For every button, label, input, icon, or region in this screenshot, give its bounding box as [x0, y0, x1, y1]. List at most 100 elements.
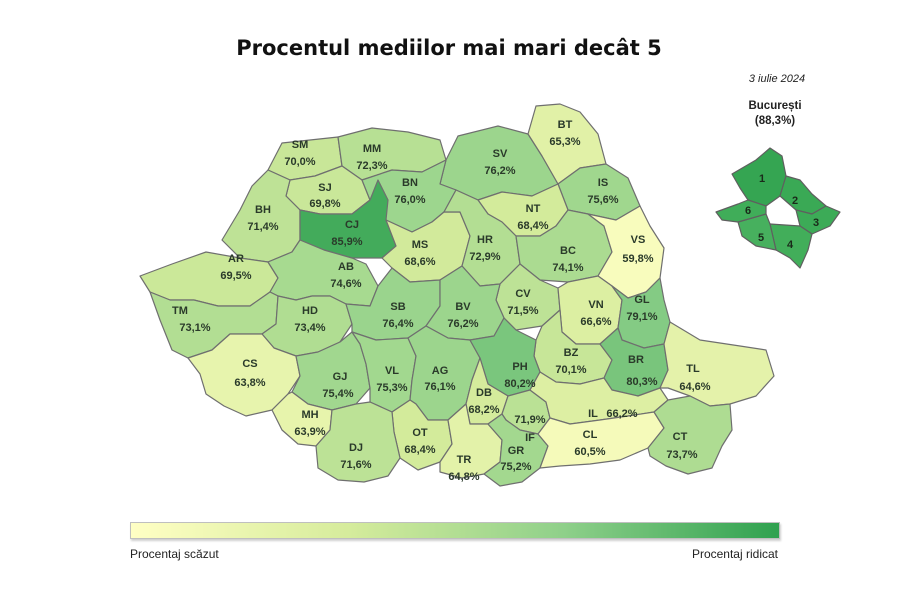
- bucharest-sector-label-4: 4: [787, 239, 794, 251]
- county-value-vs: 59,8%: [622, 253, 653, 265]
- county-value-vl: 75,3%: [376, 382, 407, 394]
- county-code-mm: MM: [363, 143, 381, 155]
- county-value-cs: 63,8%: [234, 377, 265, 389]
- county-code-tl: TL: [686, 363, 700, 375]
- legend-low-label: Procentaj scăzut: [130, 547, 219, 561]
- county-value-db: 68,2%: [468, 404, 499, 416]
- county-code-bn: BN: [402, 177, 418, 189]
- county-value-cl: 60,5%: [574, 446, 605, 458]
- county-code-il: IL: [588, 408, 598, 420]
- county-code-ab: AB: [338, 261, 354, 273]
- county-value-gr: 75,2%: [500, 461, 531, 473]
- bucharest-sector-label-1: 1: [759, 173, 765, 185]
- county-code-is: IS: [598, 177, 608, 189]
- county-code-vl: VL: [385, 365, 399, 377]
- county-value-sv: 76,2%: [484, 165, 515, 177]
- county-cl[interactable]: [537, 411, 665, 469]
- county-value-nt: 68,4%: [517, 220, 548, 232]
- county-code-ms: MS: [412, 239, 429, 251]
- bucharest-sector-6[interactable]: [715, 199, 767, 223]
- county-code-bv: BV: [455, 301, 471, 313]
- county-code-cl: CL: [583, 429, 598, 441]
- county-value-il: 66,2%: [606, 408, 637, 420]
- county-value-br: 80,3%: [626, 376, 657, 388]
- county-value-ar: 69,5%: [220, 270, 251, 282]
- county-value-gl: 79,1%: [626, 311, 657, 323]
- county-code-ot: OT: [412, 427, 428, 439]
- county-value-bz: 70,1%: [555, 364, 586, 376]
- county-value-ot: 68,4%: [404, 444, 435, 456]
- bucharest-sector-label-5: 5: [758, 232, 764, 244]
- county-value-ct: 73,7%: [666, 449, 697, 461]
- county-code-bz: BZ: [564, 347, 579, 359]
- county-code-dj: DJ: [349, 442, 363, 454]
- county-value-sm: 70,0%: [284, 156, 315, 168]
- county-code-gr: GR: [508, 445, 525, 457]
- legend-high-label: Procentaj ridicat: [691, 547, 778, 561]
- county-ct[interactable]: [647, 395, 733, 475]
- county-value-cv: 71,5%: [507, 305, 538, 317]
- county-value-bv: 76,2%: [447, 318, 478, 330]
- county-value-hd: 73,4%: [294, 322, 325, 334]
- county-value-dj: 71,6%: [340, 459, 371, 471]
- county-code-gl: GL: [634, 294, 650, 306]
- county-dj[interactable]: [315, 401, 401, 483]
- county-value-bn: 76,0%: [394, 194, 425, 206]
- map-title: Procentul mediilor mai mari decât 5: [236, 36, 662, 60]
- bucharest-sector-4[interactable]: [769, 223, 813, 269]
- bucharest-name: București: [748, 100, 802, 112]
- county-value-bt: 65,3%: [549, 136, 580, 148]
- county-code-sj: SJ: [318, 182, 331, 194]
- county-value-tm: 73,1%: [179, 322, 210, 334]
- county-code-bt: BT: [558, 119, 573, 131]
- county-code-cv: CV: [515, 288, 531, 300]
- date-label: 3 iulie 2024: [748, 73, 806, 85]
- county-code-tr: TR: [457, 454, 472, 466]
- county-code-sv: SV: [493, 148, 508, 160]
- county-value-sj: 69,8%: [309, 198, 340, 210]
- county-code-gj: GJ: [333, 371, 348, 383]
- county-value-gj: 75,4%: [322, 388, 353, 400]
- county-code-mh: MH: [301, 409, 318, 421]
- bucharest-sector-2[interactable]: [779, 175, 827, 215]
- county-value-sb: 76,4%: [382, 318, 413, 330]
- county-code-cj: CJ: [345, 219, 359, 231]
- county-value-ag: 76,1%: [424, 381, 455, 393]
- county-code-hr: HR: [477, 234, 493, 246]
- bucharest-value: (88,3%): [754, 115, 796, 127]
- county-code-if: IF: [525, 432, 535, 444]
- county-code-sm: SM: [292, 139, 309, 151]
- county-code-bc: BC: [560, 245, 576, 257]
- county-code-ag: AG: [432, 365, 449, 377]
- county-code-tm: TM: [172, 305, 188, 317]
- county-code-bh: BH: [255, 204, 271, 216]
- county-value-cj: 85,9%: [331, 236, 362, 248]
- county-bt[interactable]: [527, 103, 607, 185]
- bucharest-inset: 1 2 3 4 5 6: [715, 147, 841, 269]
- county-code-hd: HD: [302, 305, 318, 317]
- county-code-cs: CS: [242, 358, 257, 370]
- bucharest-sector-label-6: 6: [745, 205, 751, 217]
- county-code-ct: CT: [673, 431, 688, 443]
- county-value-is: 75,6%: [587, 194, 618, 206]
- county-value-mm: 72,3%: [356, 160, 387, 172]
- county-value-tl: 64,6%: [679, 381, 710, 393]
- county-value-ab: 74,6%: [330, 278, 361, 290]
- county-value-if: 71,9%: [514, 414, 545, 426]
- county-code-vs: VS: [631, 234, 646, 246]
- county-code-sb: SB: [390, 301, 405, 313]
- county-value-bc: 74,1%: [552, 262, 583, 274]
- bucharest-title: București (88,3%): [730, 99, 820, 129]
- county-value-ph: 80,2%: [504, 378, 535, 390]
- county-bh[interactable]: [221, 169, 301, 263]
- county-code-ph: PH: [512, 361, 527, 373]
- county-value-ms: 68,6%: [404, 256, 435, 268]
- county-tl[interactable]: [659, 321, 775, 407]
- county-cs[interactable]: [187, 333, 301, 417]
- county-code-vn: VN: [588, 299, 603, 311]
- bucharest-sector-label-2: 2: [792, 195, 798, 207]
- county-code-ar: AR: [228, 253, 244, 265]
- county-value-mh: 63,9%: [294, 426, 325, 438]
- county-value-tr: 64,8%: [448, 471, 479, 483]
